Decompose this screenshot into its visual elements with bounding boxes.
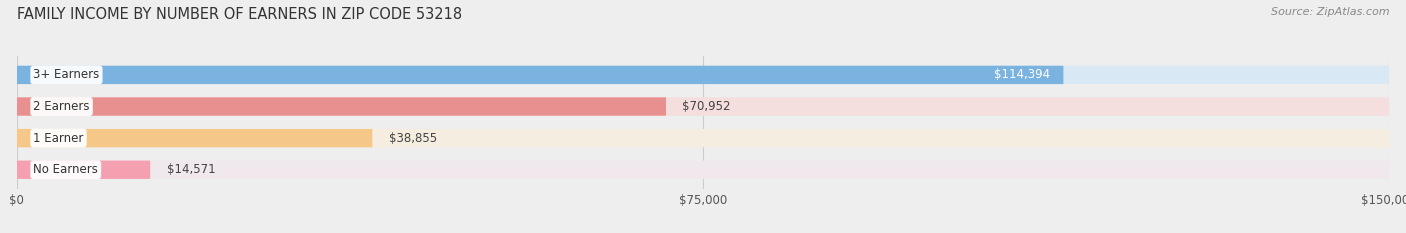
Text: 1 Earner: 1 Earner <box>34 132 84 145</box>
Text: $14,571: $14,571 <box>167 163 215 176</box>
FancyBboxPatch shape <box>17 161 150 179</box>
FancyBboxPatch shape <box>17 97 1389 116</box>
FancyBboxPatch shape <box>17 66 1389 84</box>
FancyBboxPatch shape <box>17 161 1389 179</box>
Text: FAMILY INCOME BY NUMBER OF EARNERS IN ZIP CODE 53218: FAMILY INCOME BY NUMBER OF EARNERS IN ZI… <box>17 7 463 22</box>
FancyBboxPatch shape <box>17 66 1063 84</box>
Text: $70,952: $70,952 <box>682 100 731 113</box>
Text: 2 Earners: 2 Earners <box>34 100 90 113</box>
FancyBboxPatch shape <box>17 97 666 116</box>
Text: $38,855: $38,855 <box>389 132 437 145</box>
Text: $114,394: $114,394 <box>994 69 1050 81</box>
FancyBboxPatch shape <box>17 129 373 147</box>
Text: 3+ Earners: 3+ Earners <box>34 69 100 81</box>
FancyBboxPatch shape <box>17 129 1389 147</box>
Text: No Earners: No Earners <box>34 163 98 176</box>
Text: Source: ZipAtlas.com: Source: ZipAtlas.com <box>1271 7 1389 17</box>
